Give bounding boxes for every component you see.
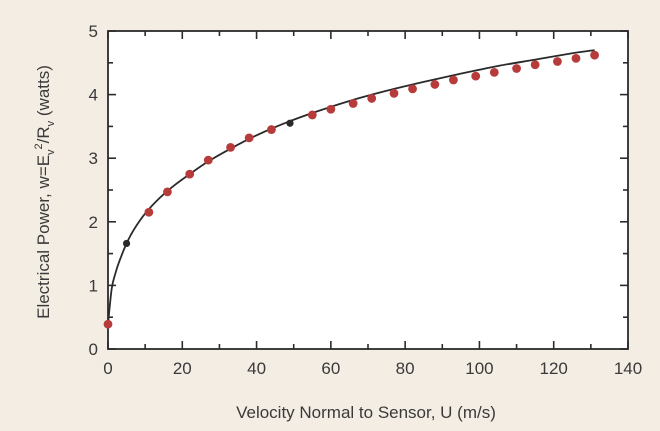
data-point: [571, 53, 581, 63]
x-tick-label: 60: [321, 359, 340, 378]
y-tick-label: 4: [89, 86, 98, 105]
y-title-mid: /R: [34, 126, 53, 143]
data-point: [326, 104, 336, 114]
data-point: [286, 119, 294, 127]
x-tick-label: 140: [614, 359, 642, 378]
data-point: [489, 67, 499, 77]
y-tick-label: 1: [89, 276, 98, 295]
plot-area: [107, 30, 629, 350]
y-tick-label: 3: [89, 149, 98, 168]
x-tick-label: 20: [173, 359, 192, 378]
data-point: [553, 57, 562, 66]
data-point: [267, 125, 276, 134]
data-point: [408, 84, 417, 94]
data-point: [367, 94, 377, 103]
plot-frame: [107, 30, 629, 350]
y-axis-ticks: 0 1 2 3 4 5: [89, 22, 628, 359]
data-point: [122, 239, 131, 248]
y-tick-label: 0: [89, 340, 98, 359]
x-tick-label: 100: [465, 359, 493, 378]
y-title-prefix: Electrical Power, w=E: [34, 155, 53, 319]
data-point: [163, 187, 172, 197]
data-point: [389, 88, 399, 98]
y-title-suffix: (watts): [34, 65, 53, 121]
x-tick-label: 40: [247, 359, 266, 378]
data-point: [185, 169, 195, 179]
data-point: [449, 75, 458, 85]
x-tick-label: 80: [396, 359, 415, 378]
y-tick-label: 5: [89, 22, 98, 41]
x-axis-title: Velocity Normal to Sensor, U (m/s): [236, 403, 496, 422]
data-point: [144, 207, 154, 217]
y-tick-label: 2: [89, 213, 98, 232]
data-point: [244, 133, 254, 143]
data-point: [430, 80, 440, 89]
data-point: [348, 99, 358, 108]
series-layer: [103, 49, 599, 329]
data-point: [512, 64, 521, 73]
data-point: [307, 110, 317, 120]
data-point: [530, 60, 540, 70]
y-title-sub2: v: [45, 120, 57, 126]
data-point: [226, 142, 235, 152]
x-tick-label: 0: [103, 359, 112, 378]
y-title-sub1: v: [45, 149, 57, 155]
data-point: [590, 50, 599, 60]
y-title-sup: 2: [33, 143, 45, 149]
data-point: [203, 155, 213, 165]
y-axis-title: Electrical Power, w=Ev2/Rv (watts): [33, 65, 57, 319]
x-tick-label: 120: [540, 359, 568, 378]
data-point: [471, 71, 481, 81]
x-axis-ticks: 0 20 40 60 80 100 120 140: [103, 31, 642, 378]
data-point: [103, 319, 113, 329]
